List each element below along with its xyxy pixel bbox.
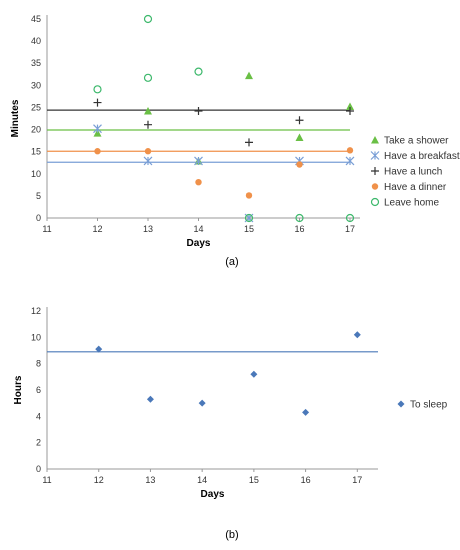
chart-a-point-series-1	[194, 156, 203, 166]
chart-a-point-series-2	[194, 106, 203, 115]
chart-a-point-series-1	[93, 124, 102, 134]
chart-a-point-series-0	[346, 102, 354, 111]
chart-b-x-tick-label: 12	[94, 475, 104, 485]
panel-a-label: (a)	[225, 256, 238, 268]
chart-a-point-series-4	[143, 73, 153, 82]
chart-a-point-series-3	[144, 148, 152, 155]
chart-a-y-tick-label: 30	[31, 80, 41, 90]
chart-a-y-tick-label: 20	[31, 125, 41, 135]
chart-b-point-series-0	[250, 370, 258, 378]
chart-a-point-series-4	[295, 213, 304, 223]
chart-a-x-axis-title: Days	[187, 238, 211, 249]
chart-a-legend-label-2: Have a lunch	[384, 167, 442, 178]
chart-a-legend-marker-4	[370, 197, 380, 207]
chart-a-legend-marker-1	[370, 151, 380, 160]
chart-b-y-tick-label: 4	[36, 411, 41, 421]
chart-a-point-series-0	[144, 106, 152, 115]
chart-a-point-series-0	[93, 129, 102, 137]
chart-a-point-series-2	[346, 106, 354, 115]
chart-b-x-axis-title: Days	[201, 489, 225, 500]
chart-b-y-tick-label: 8	[36, 359, 41, 369]
chart-a-y-tick-label: 25	[31, 102, 41, 112]
chart-a-x-tick-label: 13	[143, 224, 153, 234]
chart-a-point-series-3	[195, 178, 202, 186]
chart-b-point-series-0	[198, 399, 206, 407]
chart-a-point-series-1	[143, 156, 153, 166]
chart-a-point-series-4	[93, 85, 102, 94]
chart-b-point-series-0	[302, 408, 310, 416]
chart-a-point-series-2	[295, 116, 304, 125]
chart-a-point-series-0	[295, 133, 304, 142]
chart-a-y-axis-title: Minutes	[10, 99, 21, 137]
chart-a-point-series-3	[296, 161, 303, 168]
chart-a-x-tick-label: 14	[193, 224, 203, 234]
chart-a-point-series-3	[245, 192, 253, 199]
chart-b-y-tick-label: 0	[36, 464, 41, 474]
chart-b-x-tick-label: 13	[145, 475, 155, 485]
chart-a-y-tick-label: 0	[36, 213, 41, 223]
chart-a-x-tick-label: 15	[244, 224, 254, 234]
chart-a-legend-marker-2	[371, 167, 379, 175]
chart-a-y-tick-label: 10	[31, 169, 41, 179]
chart-a-point-series-3	[346, 147, 354, 154]
chart-a-y-tick-label: 5	[36, 191, 41, 201]
chart-b-point-series-0	[95, 345, 103, 353]
chart-a-y-tick-label: 35	[31, 58, 41, 68]
chart-a-point-series-4	[194, 67, 203, 76]
chart-a-point-series-4	[143, 14, 153, 24]
chart-a-point-series-3	[94, 148, 101, 155]
chart-a: 11 12 13 14 15 16 17 0 5 10 15 20 25 30 35 40 45 Days Minu…	[10, 14, 460, 249]
chart-b-y-tick-label: 2	[36, 438, 41, 448]
chart-a-legend-label-1: Have a breakfast	[384, 151, 460, 162]
chart-b-y-tick-label: 6	[36, 385, 41, 395]
chart-a-legend-marker-3	[371, 183, 379, 190]
chart-a-legend-label-4: Leave home	[384, 198, 439, 209]
chart-b-x-tick-label: 14	[197, 475, 207, 485]
chart-b-y-tick-label: 12	[31, 306, 41, 316]
chart-a-point-series-0	[245, 71, 253, 80]
chart-a-point-series-2	[144, 120, 152, 129]
chart-a-y-tick-label: 15	[31, 147, 41, 157]
chart-b-point-series-0	[353, 331, 361, 339]
chart-a-legend-label-0: Take a shower	[384, 136, 449, 147]
chart-a-legend-marker-0	[371, 136, 379, 144]
panel-b-label: (b)	[225, 529, 238, 541]
chart-a-point-series-2	[245, 138, 253, 147]
chart-a-y-tick-label: 45	[31, 14, 41, 24]
chart-a-point-series-2	[93, 98, 102, 107]
chart-b-x-tick-label: 15	[249, 475, 259, 485]
chart-b-x-tick-label: 17	[352, 475, 362, 485]
chart-b-x-tick-label: 11	[42, 475, 51, 485]
chart-a-x-tick-label: 12	[92, 224, 102, 234]
chart-b-y-tick-label: 10	[31, 332, 41, 342]
chart-b-point-series-0	[146, 395, 154, 403]
chart-b-x-tick-label: 16	[301, 475, 311, 485]
chart-a-legend-label-3: Have a dinner	[384, 182, 447, 193]
chart-b-y-axis-title: Hours	[13, 375, 24, 404]
chart-a-y-tick-label: 40	[31, 36, 41, 46]
chart-a-point-series-1	[345, 156, 355, 166]
chart-a-x-tick-label: 11	[42, 224, 51, 234]
chart-a-x-tick-label: 17	[345, 224, 355, 234]
chart-a-point-series-4	[345, 213, 355, 223]
chart-a-x-tick-label: 16	[294, 224, 304, 234]
chart-b: 11 12 13 14 15 16 17 0 2 4 6 8 10 12 Days Hours To sleep	[13, 306, 448, 500]
chart-a-point-series-4	[244, 213, 254, 223]
chart-b-legend-label-0: To sleep	[410, 400, 448, 411]
chart-b-legend-marker-0	[397, 400, 405, 408]
